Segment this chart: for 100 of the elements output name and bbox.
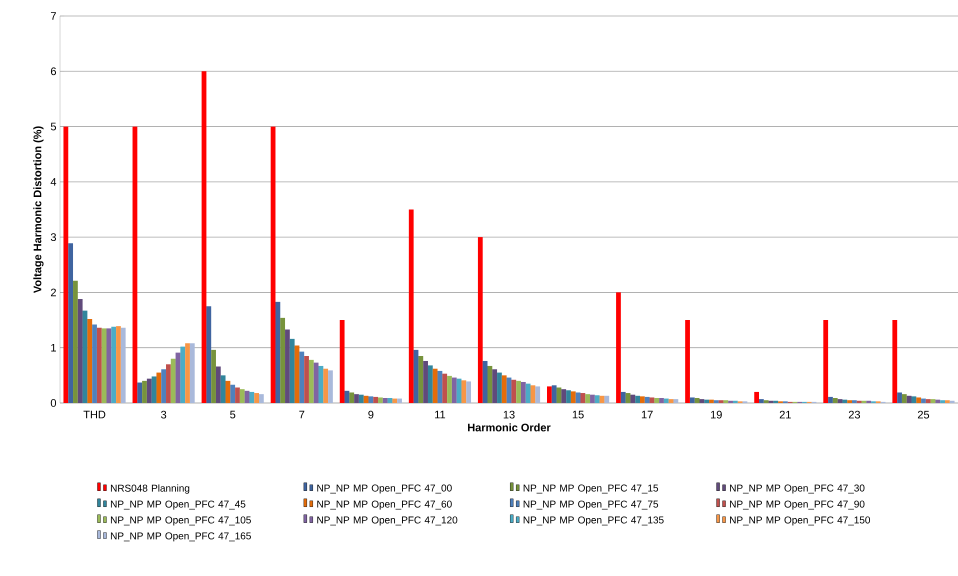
y-tick-label: 2 [50,288,56,296]
bar [926,399,931,403]
bar [620,392,626,403]
bar [414,350,418,403]
bar [378,397,383,403]
bar [211,350,216,403]
bar [897,392,902,403]
bar [547,386,552,403]
bar [912,396,916,403]
x-tick-label: 21 [780,410,791,418]
bar [552,385,557,403]
bar [340,320,345,403]
bar [659,398,664,403]
bar [304,356,309,403]
bar [78,299,83,403]
x-tick-label: 17 [642,410,653,418]
y-tick-label: 0 [50,399,56,407]
bar [447,376,452,403]
bar [294,345,300,403]
bar [585,394,590,403]
bar [704,400,710,403]
x-tick-label: 11 [435,410,446,418]
bar [847,400,852,403]
legend-label: NP_NP MP Open_PFC 47_135 [524,516,664,526]
bar [516,380,521,403]
bar [240,389,245,403]
bar [832,398,838,403]
bar [156,372,162,403]
y-axis-title: Voltage Harmonic Distortion (%) [33,126,44,294]
bar [244,390,250,403]
bar [892,320,898,403]
bar [644,396,650,403]
bar [142,380,147,403]
bar [226,380,230,403]
bar [723,400,728,403]
bar [190,343,195,403]
legend-label: NP_NP MP Open_PFC 47_30 [730,484,864,494]
bar [161,369,166,403]
bar [700,399,704,403]
bar [668,399,674,403]
bar [944,400,950,403]
legend-label: NP_NP MP Open_PFC 47_165 [110,532,251,542]
bar [170,358,176,403]
bar [323,368,328,403]
bar [487,366,492,403]
x-tick-label: THD [84,410,106,418]
bar [940,400,945,403]
bar [202,71,206,403]
bar [254,393,260,403]
bar [68,243,74,403]
bar [180,346,186,403]
legend-label: NP_NP MP Open_PFC 47_150 [730,516,870,526]
bar [838,399,842,403]
bar [388,398,392,403]
bar [314,362,319,403]
bar [616,292,621,403]
bar [497,372,502,403]
bar [285,329,290,403]
bar [935,400,940,403]
bar [718,400,724,403]
legend-label: NP_NP MP Open_PFC 47_120 [317,516,458,526]
bar [654,398,660,403]
legend-label: NP_NP MP Open_PFC 47_15 [524,484,658,494]
bar [714,400,719,403]
bar [82,310,88,403]
bar [382,398,388,403]
bar [216,366,221,403]
bar [604,396,610,403]
y-tick-label: 7 [50,12,56,20]
bar [176,352,180,403]
bar [432,368,438,403]
bar [561,389,566,403]
y-tick-label: 5 [50,122,56,130]
bar [166,364,171,403]
bar [280,318,286,403]
bar [828,396,833,403]
bar [106,328,112,403]
bar [709,400,714,403]
x-tick-label: 7 [299,410,304,418]
bar [397,398,402,403]
bar [308,360,314,403]
bar [368,396,374,403]
bar [408,209,414,403]
bar [526,384,531,403]
bar [576,392,580,403]
x-tick-label: 3 [161,410,166,419]
bar [478,237,483,403]
bar [116,326,121,403]
bar [428,365,433,403]
bar [132,126,138,403]
bar [373,396,378,403]
bar [664,398,669,403]
bar [650,397,654,403]
x-tick-label: 5 [230,410,236,418]
bar [511,380,516,403]
bar [754,392,760,403]
bar [570,391,576,403]
x-tick-label: 23 [848,410,860,419]
bar [685,320,690,403]
bar [364,396,368,403]
